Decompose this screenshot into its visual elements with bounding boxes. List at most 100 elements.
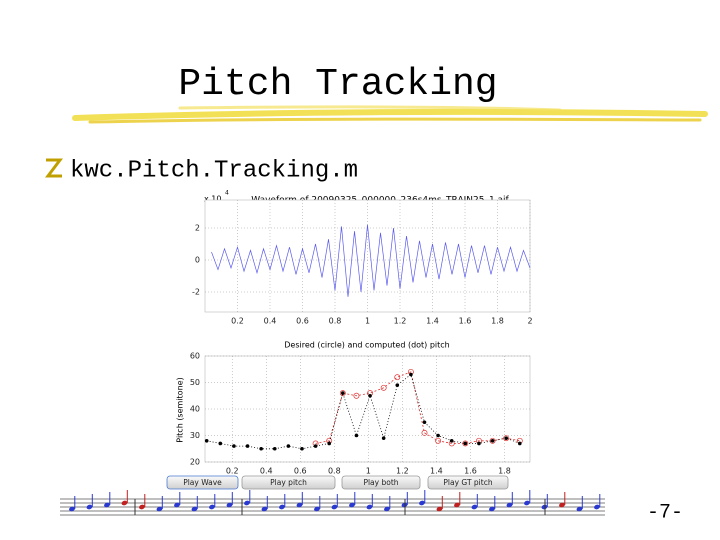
data-dot <box>313 444 318 448</box>
x-tick-label: 1.4 <box>426 317 439 326</box>
data-dot <box>368 393 372 398</box>
button-label[interactable]: Play GT pitch <box>443 478 492 487</box>
x-tick-label: 1.2 <box>396 467 409 476</box>
y-multiplier: x 10 <box>204 195 221 204</box>
data-dot <box>245 444 250 448</box>
x-tick-label: 0.6 <box>294 467 307 476</box>
data-line <box>315 371 520 444</box>
data-dot <box>272 446 277 451</box>
data-circle <box>380 384 387 391</box>
x-tick-label: 0.2 <box>226 467 239 476</box>
data-circle <box>339 390 346 397</box>
data-dot <box>218 441 223 446</box>
x-tick-label: 1 <box>366 467 371 476</box>
note-head <box>209 504 215 510</box>
note-head <box>576 506 583 512</box>
data-circle <box>353 392 360 399</box>
y-tick-label: 60 <box>190 352 200 361</box>
data-dot <box>517 441 522 446</box>
note-head <box>524 500 530 506</box>
x-tick-label: 1.8 <box>498 467 511 476</box>
note-head <box>226 502 233 508</box>
data-dot <box>232 444 236 448</box>
x-tick-label: 1.4 <box>430 467 443 476</box>
x-tick-label: 0.6 <box>296 317 309 326</box>
note-head <box>121 500 128 506</box>
note-head <box>314 506 320 512</box>
note-head <box>471 504 478 510</box>
note-head <box>436 506 443 512</box>
data-dot <box>463 441 468 446</box>
button-label[interactable]: Play both <box>363 478 398 487</box>
data-dot <box>477 441 481 446</box>
data-dot <box>504 436 508 440</box>
bullet-text: kwc.Pitch.Tracking.m <box>70 157 358 184</box>
page-number: -7- <box>647 501 683 524</box>
note-head <box>331 504 338 510</box>
note-head <box>419 500 425 506</box>
x-tick-label: 1 <box>365 317 370 326</box>
button[interactable]: Play both <box>341 475 421 490</box>
button-label[interactable]: Play pitch <box>270 478 307 487</box>
data-dot <box>286 444 291 448</box>
data-dot <box>354 433 359 438</box>
data-dot <box>300 446 304 451</box>
button-face[interactable] <box>241 475 336 490</box>
note-head <box>366 504 373 510</box>
y-tick-label: 2 <box>195 224 200 233</box>
note-head <box>349 502 355 508</box>
slide-title: Pitch Tracking <box>178 63 497 106</box>
data-circle <box>394 374 401 381</box>
y-tick-label: -2 <box>192 288 200 297</box>
button-face[interactable] <box>427 475 509 490</box>
data-circle <box>462 440 469 447</box>
data-dot <box>341 391 345 395</box>
data-dot <box>436 433 440 438</box>
plot-area <box>204 199 531 313</box>
y-tick-label: 40 <box>190 405 200 414</box>
button-face[interactable] <box>341 475 421 490</box>
note-head <box>174 502 180 508</box>
music-notes <box>69 490 601 515</box>
note-head <box>559 502 565 508</box>
y-tick-label: 50 <box>190 378 200 387</box>
music-staff <box>60 498 605 516</box>
x-tick-label: 1.8 <box>491 317 504 326</box>
button-bar: Play Wave Play pitch Play both Play GT pitc… <box>166 475 509 490</box>
x-tick-label: 1.6 <box>464 467 477 476</box>
button-label[interactable]: Play Wave <box>183 478 222 487</box>
data-dot <box>449 439 454 443</box>
x-tick-label: 0.2 <box>231 317 244 326</box>
y-tick-label: 20 <box>190 458 200 467</box>
y-tick-label: 30 <box>190 431 200 440</box>
data-dot <box>259 446 263 451</box>
data-dot <box>327 441 332 446</box>
x-tick-label: 1.2 <box>394 317 407 326</box>
note-head <box>69 506 75 512</box>
data-circle <box>421 429 428 436</box>
x-tick-label: 0.4 <box>260 467 273 476</box>
y-axis-label: Pitch (semitone) <box>176 377 185 442</box>
data-dot <box>490 439 495 443</box>
button-face[interactable] <box>166 475 239 490</box>
data-dot <box>395 383 400 387</box>
note-head <box>506 502 513 508</box>
x-tick-label: 0.8 <box>328 467 341 476</box>
data-dot <box>422 420 427 425</box>
x-tick-label: 0.4 <box>264 317 277 326</box>
button[interactable]: Play Wave <box>166 475 239 490</box>
note-head <box>489 506 495 512</box>
note-head <box>261 506 268 512</box>
x-tick-label: 0.8 <box>329 317 342 326</box>
button[interactable]: Play pitch <box>241 475 336 490</box>
note-head <box>244 500 250 506</box>
data-circle <box>489 437 496 444</box>
bullet-icon <box>45 158 63 178</box>
note-head <box>296 502 303 508</box>
data-circle <box>503 435 510 442</box>
note-head <box>139 504 145 510</box>
button[interactable]: Play GT pitch <box>427 475 509 490</box>
note-head <box>384 506 390 512</box>
note-head <box>104 502 110 508</box>
